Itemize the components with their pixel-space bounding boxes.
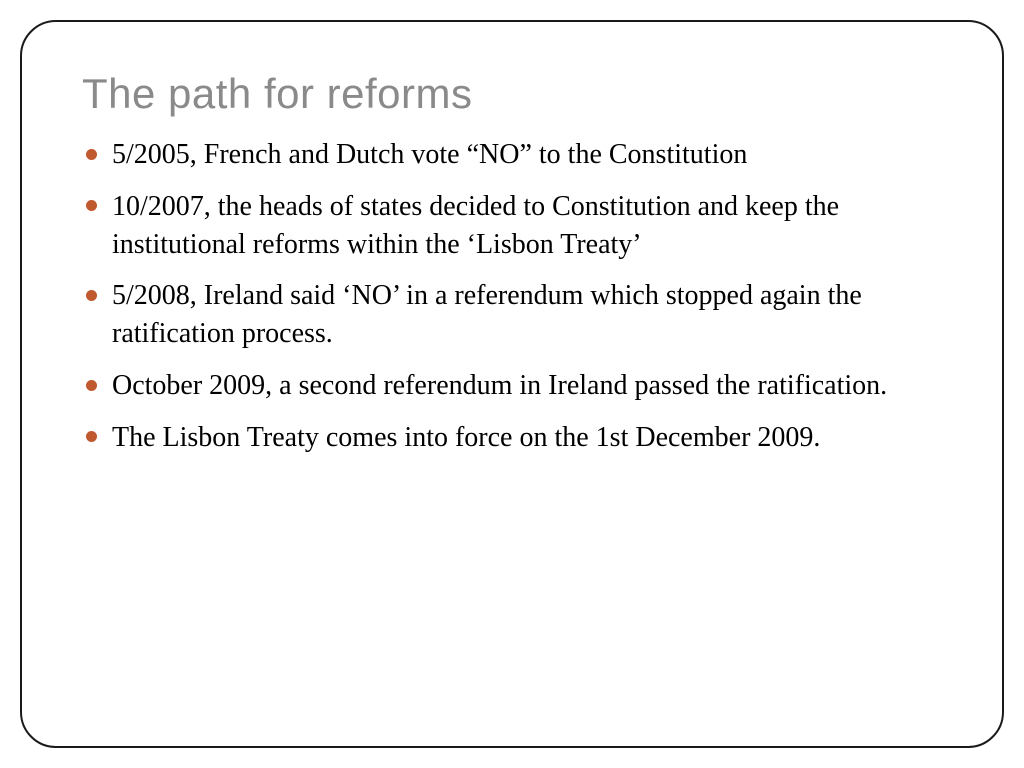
list-item: 5/2005, French and Dutch vote “NO” to th…: [82, 136, 942, 174]
bullet-text: 5/2008, Ireland said ‘NO’ in a referendu…: [112, 280, 862, 349]
bullet-text: 10/2007, the heads of states decided to …: [112, 191, 839, 260]
list-item: 5/2008, Ireland said ‘NO’ in a referendu…: [82, 277, 942, 353]
bullet-text: October 2009, a second referendum in Ire…: [112, 370, 887, 401]
list-item: 10/2007, the heads of states decided to …: [82, 188, 942, 264]
slide-frame: The path for reforms 5/2005, French and …: [20, 20, 1004, 748]
slide: The path for reforms 5/2005, French and …: [0, 0, 1024, 768]
list-item: October 2009, a second referendum in Ire…: [82, 367, 942, 405]
bullet-text: 5/2005, French and Dutch vote “NO” to th…: [112, 139, 747, 170]
bullet-text: The Lisbon Treaty comes into force on th…: [112, 422, 820, 453]
bullet-list: 5/2005, French and Dutch vote “NO” to th…: [82, 136, 942, 457]
slide-title: The path for reforms: [82, 70, 942, 118]
list-item: The Lisbon Treaty comes into force on th…: [82, 419, 942, 457]
